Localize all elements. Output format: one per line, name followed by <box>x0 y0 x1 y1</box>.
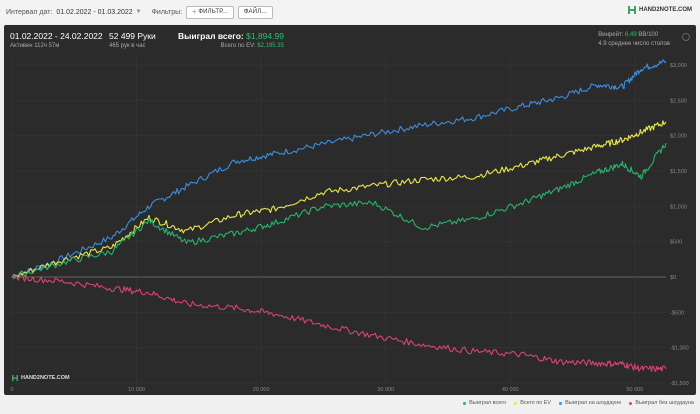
x-tick-label: 20 000 <box>253 387 270 393</box>
legend-item[interactable]: Всего по EV <box>514 400 551 406</box>
date-summary: 01.02.2022 - 24.02.2022 Активен 112ч 57м <box>10 31 103 49</box>
filter-button-label: ФИЛЬТР... <box>198 9 228 15</box>
y-tick-label: -$1,500 <box>670 381 689 387</box>
y-tick-label: $1,000 <box>670 204 687 210</box>
ev-value: $2,195.35 <box>257 43 284 49</box>
legend-dot-icon <box>559 401 563 405</box>
winrate-unit: BB/100 <box>638 32 659 38</box>
legend-item[interactable]: Выиграл без шоудауна <box>629 400 694 406</box>
hands-summary: 52 499 Руки 465 рук в час <box>109 31 156 49</box>
brand-logo-text: HAND2NOTE.COM <box>638 7 692 13</box>
plus-icon: + <box>192 8 197 16</box>
y-tick-label: -$500 <box>670 310 684 316</box>
profit-chart: $3,000 $2,500 $2,000 $1,500 $1,000 $500 $0 -$50… <box>10 55 689 393</box>
interval-label: Интервал дат: <box>6 8 53 16</box>
filter-button[interactable]: + ФИЛЬТР... <box>186 5 234 19</box>
x-tick-label: 40 000 <box>502 387 519 393</box>
toolbar: Интервал дат: 01.02.2022 - 01.03.2022 ▼ … <box>0 0 700 24</box>
file-button[interactable]: ФАЙЛ... <box>237 5 273 19</box>
watermark-text: HAND2NOTE.COM <box>21 375 70 381</box>
won-label: Выиграл всего: <box>178 31 244 41</box>
active-time: Активен 112ч 57м <box>10 43 60 49</box>
won-summary: Выиграл всего: $1,894.99 Всего по EV: $2… <box>178 31 284 49</box>
legend-item[interactable]: Выиграл на шоудауне <box>559 400 621 406</box>
watermark: HAND2NOTE.COM <box>12 375 70 381</box>
ev-label: Всего по EV: <box>220 43 256 49</box>
filters-label: Фильтры: <box>151 8 183 16</box>
y-tick-label: $2,500 <box>670 98 687 104</box>
legend-label: Всего по EV <box>520 400 552 406</box>
series-line <box>11 59 667 278</box>
won-value: $1,894.99 <box>246 31 284 41</box>
winrate-summary: Винрейт: 6.49 BB/100 4.9 среднее число с… <box>598 31 670 49</box>
winrate-label: Винрейт: <box>598 32 624 38</box>
hands-per-hour: 465 рук в час <box>109 43 146 49</box>
file-button-label: ФАЙЛ... <box>243 9 267 15</box>
legend-dot-icon <box>463 401 467 405</box>
legend-label: Выиграл всего <box>469 400 507 406</box>
chevron-down-icon[interactable]: ▼ <box>135 9 142 15</box>
legend-dot-icon <box>514 401 518 405</box>
legend-label: Выиграл на шоудауне <box>565 400 622 406</box>
y-tick-label: $1,500 <box>670 169 687 175</box>
settings-icon[interactable] <box>682 33 690 41</box>
hands-count: 52 499 Руки <box>109 31 156 41</box>
x-tick-label: 10 000 <box>128 387 145 393</box>
series-line <box>11 274 667 372</box>
legend-item[interactable]: Выиграл всего <box>463 400 506 406</box>
graph-panel: 01.02.2022 - 24.02.2022 Активен 112ч 57м… <box>4 25 696 395</box>
brand-logo-icon <box>627 6 636 14</box>
y-tick-label: $2,000 <box>670 134 687 140</box>
watermark-logo-icon <box>12 375 18 381</box>
interval-select[interactable]: 01.02.2022 - 01.03.2022 <box>56 8 133 16</box>
series-line <box>11 120 667 278</box>
y-tick-label: $3,000 <box>670 63 687 69</box>
y-tick-label: -$1,000 <box>670 346 689 352</box>
y-tick-label: $0 <box>670 275 676 281</box>
series-line <box>11 142 667 279</box>
x-tick-label: 30 000 <box>377 387 394 393</box>
date-range: 01.02.2022 - 24.02.2022 <box>10 31 103 41</box>
avg-tables: 4.9 среднее число столов <box>598 41 670 47</box>
x-tick-label: 50 000 <box>626 387 643 393</box>
brand-logo: HAND2NOTE.COM <box>627 6 692 14</box>
winrate-value: 6.49 <box>625 32 637 38</box>
chart-legend: Выиграл всего Всего по EV Выиграл на шоуда… <box>463 400 694 406</box>
y-tick-label: $500 <box>670 240 682 246</box>
legend-dot-icon <box>629 401 633 405</box>
legend-label: Выиграл без шоудауна <box>635 400 694 406</box>
x-tick-label: 0 <box>10 387 13 393</box>
